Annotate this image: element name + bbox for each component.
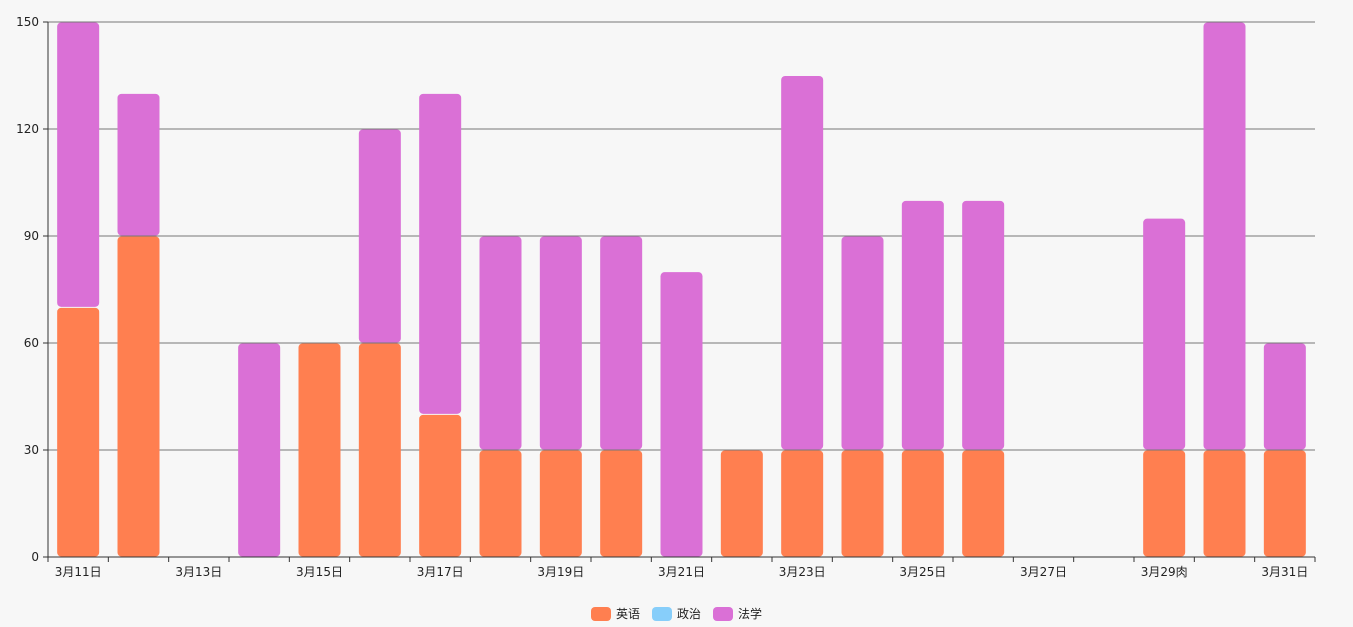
- bar-english-3月31日[interactable]: [1263, 450, 1306, 557]
- bar-english-3月22日[interactable]: [720, 450, 763, 557]
- legend-item-law[interactable]: 法学: [713, 605, 762, 622]
- x-tick-label: 3月23日: [779, 565, 826, 579]
- bar-english-3月30日[interactable]: [1203, 450, 1246, 557]
- bar-law-3月24日[interactable]: [841, 236, 884, 450]
- bar-law-3月23日[interactable]: [781, 76, 824, 450]
- bar-english-3月15日[interactable]: [298, 343, 341, 557]
- x-tick-label: 3月29肉: [1141, 565, 1188, 579]
- bar-law-3月29肉[interactable]: [1143, 218, 1186, 450]
- bar-law-3月19日[interactable]: [539, 236, 582, 450]
- x-tick-label: 3月13日: [175, 565, 222, 579]
- bar-english-3月12日[interactable]: [117, 236, 160, 557]
- legend-label-politics: 政治: [676, 607, 701, 621]
- bar-law-3月30日[interactable]: [1203, 22, 1246, 450]
- stacked-bar-chart: 0 30 60 90 120 150 3月11日 3月13日 3月15日 3月17日 3月19日 3月…: [16, 15, 1316, 579]
- y-tick-label: 60: [24, 336, 39, 350]
- bar-law-3月21日[interactable]: [660, 272, 703, 557]
- x-tick-label: 3月31日: [1261, 565, 1308, 579]
- x-tick-label: 3月19日: [537, 565, 584, 579]
- bar-english-3月23日[interactable]: [781, 450, 824, 557]
- bar-law-3月16日[interactable]: [358, 129, 401, 343]
- x-tick-label: 3月17日: [417, 565, 464, 579]
- bar-law-3月31日[interactable]: [1263, 343, 1306, 450]
- bar-english-3月24日[interactable]: [841, 450, 884, 557]
- x-tick-label: 3月15日: [296, 565, 343, 579]
- bars: [57, 22, 1306, 557]
- bar-law-3月25日[interactable]: [901, 200, 944, 450]
- y-tick-label: 120: [16, 122, 39, 136]
- bar-english-3月18日[interactable]: [479, 450, 522, 557]
- bar-english-3月11日[interactable]: [57, 307, 100, 557]
- grid-lines: [48, 21, 1315, 451]
- bar-law-3月26日[interactable]: [962, 200, 1005, 450]
- x-tick-label: 3月11日: [55, 565, 102, 579]
- legend-label-english: 英语: [615, 607, 640, 621]
- axes: 0 30 60 90 120 150 3月11日 3月13日 3月15日 3月17日 3月19日 3月…: [16, 15, 1316, 579]
- bar-english-3月19日[interactable]: [539, 450, 582, 557]
- legend-swatch-politics: [651, 606, 672, 621]
- x-tick-label: 3月21日: [658, 565, 705, 579]
- bar-law-3月17日[interactable]: [419, 93, 462, 414]
- bar-english-3月25日[interactable]: [901, 450, 944, 557]
- legend-swatch-english: [590, 606, 611, 621]
- bar-english-3月20日[interactable]: [600, 450, 643, 557]
- bar-law-3月14日[interactable]: [238, 343, 281, 557]
- y-tick-label: 150: [16, 15, 39, 29]
- legend-label-law: 法学: [738, 607, 763, 621]
- bar-law-3月18日[interactable]: [479, 236, 522, 450]
- legend: 英语 政治 法学: [0, 605, 1353, 622]
- y-tick-label: 0: [31, 550, 39, 564]
- legend-swatch-law: [713, 606, 733, 621]
- bar-english-3月29肉[interactable]: [1143, 450, 1186, 557]
- bar-law-3月12日[interactable]: [117, 93, 160, 236]
- legend-item-politics[interactable]: 政治: [651, 605, 701, 622]
- y-tick-label: 30: [24, 443, 39, 457]
- bar-english-3月26日[interactable]: [962, 450, 1005, 557]
- bar-law-3月20日[interactable]: [600, 236, 643, 450]
- x-tick-label: 3月25日: [899, 565, 946, 579]
- bar-english-3月17日[interactable]: [419, 414, 462, 557]
- bar-english-3月16日[interactable]: [358, 343, 401, 557]
- legend-item-english[interactable]: 英语: [590, 605, 640, 622]
- x-tick-label: 3月27日: [1020, 565, 1067, 579]
- bar-law-3月11日[interactable]: [57, 22, 100, 307]
- y-tick-label: 90: [24, 229, 39, 243]
